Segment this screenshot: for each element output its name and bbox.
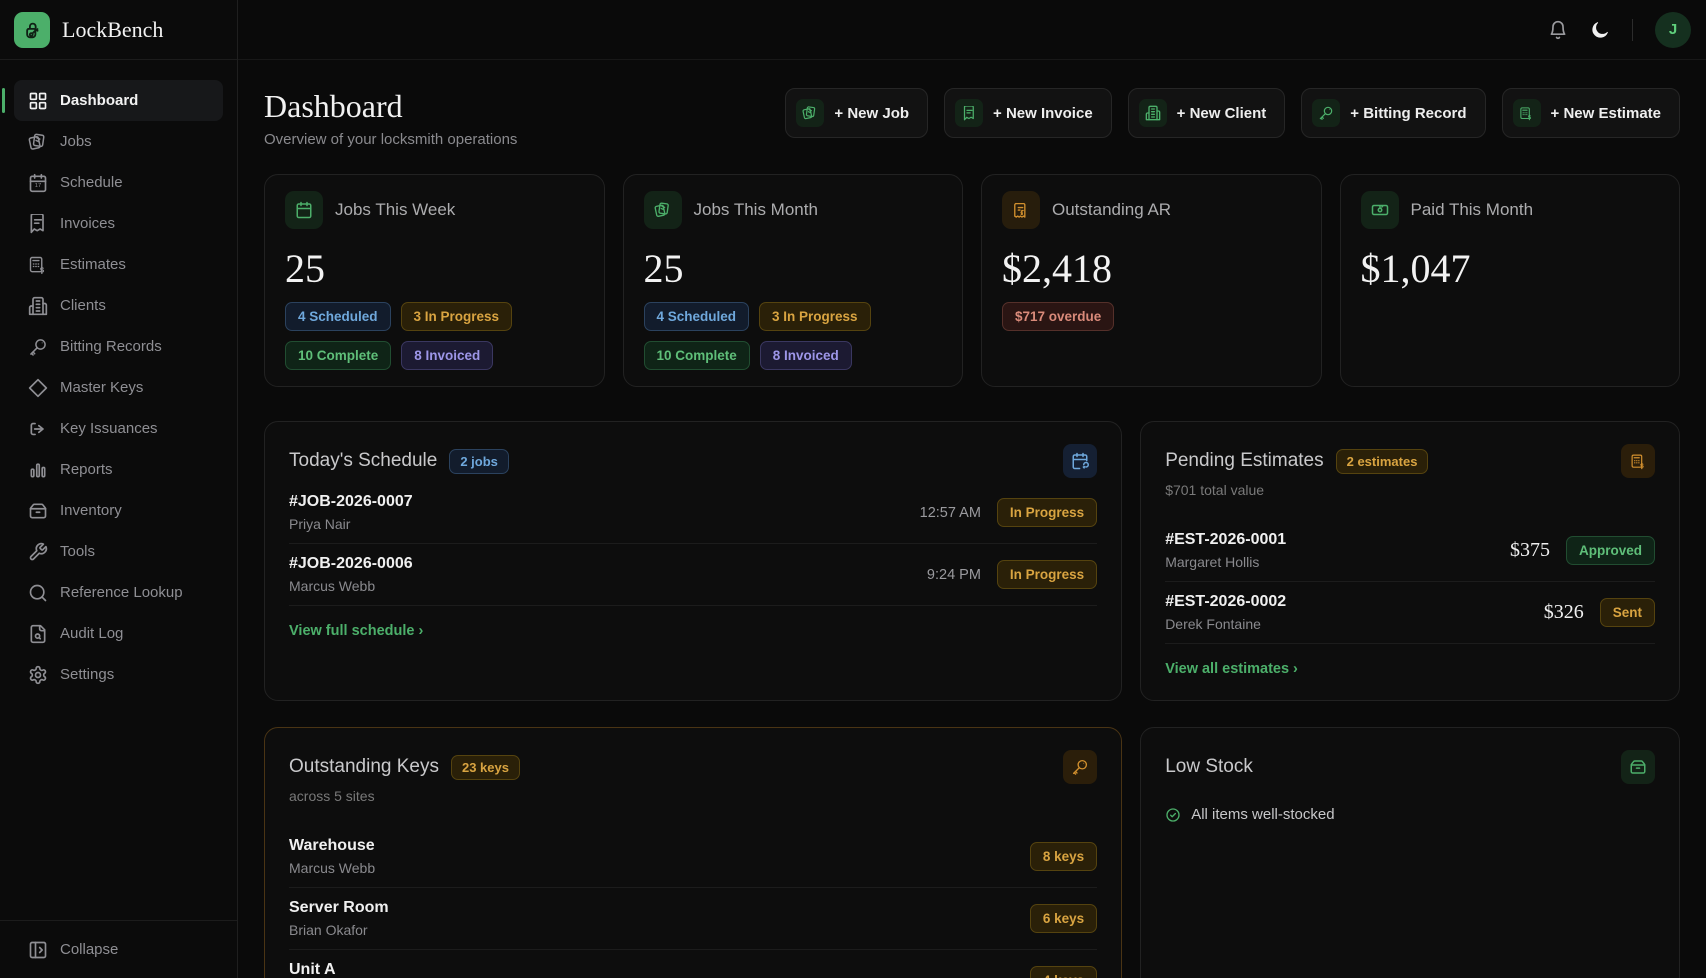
svg-text:17: 17: [35, 183, 41, 189]
